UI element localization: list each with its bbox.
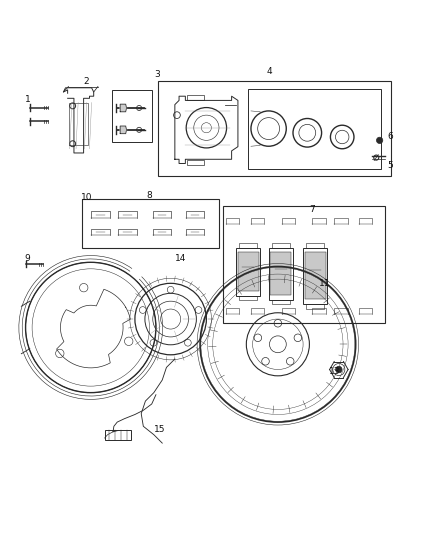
- Text: 9: 9: [25, 254, 30, 263]
- Bar: [223, 206, 385, 324]
- Bar: [158, 82, 392, 176]
- Text: 5: 5: [388, 161, 393, 170]
- Text: 7: 7: [310, 205, 315, 214]
- Bar: [270, 252, 291, 295]
- Bar: [82, 199, 219, 247]
- Bar: [187, 160, 204, 165]
- Bar: [248, 88, 381, 168]
- Text: 2: 2: [84, 77, 89, 86]
- Text: 8: 8: [147, 191, 152, 200]
- Text: 15: 15: [154, 425, 166, 434]
- Bar: [237, 252, 258, 291]
- Text: 11: 11: [319, 279, 331, 288]
- Text: 14: 14: [175, 254, 186, 263]
- Polygon shape: [120, 126, 127, 134]
- Wedge shape: [33, 270, 148, 385]
- Bar: [303, 247, 328, 304]
- Text: 4: 4: [267, 67, 272, 76]
- Circle shape: [377, 137, 383, 143]
- Bar: [305, 252, 326, 300]
- Circle shape: [336, 366, 342, 373]
- Bar: [307, 243, 324, 247]
- Bar: [268, 247, 293, 300]
- Bar: [187, 95, 204, 100]
- Bar: [236, 247, 260, 296]
- Text: 6: 6: [388, 133, 393, 141]
- Bar: [239, 296, 257, 300]
- Bar: [272, 243, 290, 247]
- Text: 13: 13: [329, 367, 340, 376]
- Bar: [307, 304, 324, 309]
- Bar: [112, 90, 152, 142]
- Bar: [272, 300, 290, 304]
- Polygon shape: [120, 104, 127, 112]
- Text: 10: 10: [81, 192, 92, 201]
- Text: 3: 3: [154, 70, 159, 79]
- Text: 1: 1: [25, 95, 31, 103]
- Bar: [239, 243, 257, 247]
- Bar: [106, 431, 131, 440]
